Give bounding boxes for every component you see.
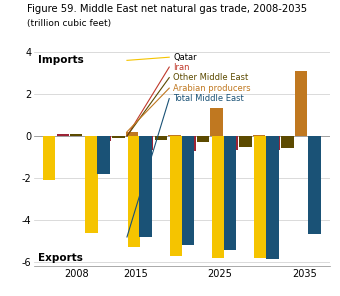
Bar [212,136,224,258]
Bar [43,136,55,180]
Text: Total Middle East: Total Middle East [173,94,244,103]
Text: Iran: Iran [173,62,190,72]
Bar [139,136,152,237]
Bar [253,135,265,136]
Bar [281,136,294,148]
Text: Other Middle East: Other Middle East [173,73,249,82]
Text: Qatar: Qatar [173,53,197,62]
Bar [254,136,267,258]
Text: Exports: Exports [38,253,83,263]
Bar [170,136,182,256]
Bar [210,108,223,136]
Text: Imports: Imports [38,55,84,65]
Bar [168,135,181,136]
Bar [268,136,280,150]
Bar [182,136,194,245]
Bar [112,136,125,138]
Text: Figure 59. Middle East net natural gas trade, 2008-2035: Figure 59. Middle East net natural gas t… [27,4,307,15]
Bar [197,136,209,142]
Bar [183,136,196,151]
Text: Arabian producers: Arabian producers [173,83,251,93]
Bar [99,136,111,141]
Bar [155,136,167,140]
Bar [141,136,153,150]
Bar [239,136,252,147]
Text: (trillion cubic feet): (trillion cubic feet) [27,19,111,28]
Bar [128,136,140,247]
Bar [224,136,236,250]
Bar [70,134,83,136]
Bar [225,136,238,150]
Bar [126,132,138,136]
Bar [85,136,98,233]
Bar [266,136,278,259]
Bar [308,136,321,234]
Bar [295,71,307,136]
Bar [97,136,109,174]
Bar [56,134,69,136]
